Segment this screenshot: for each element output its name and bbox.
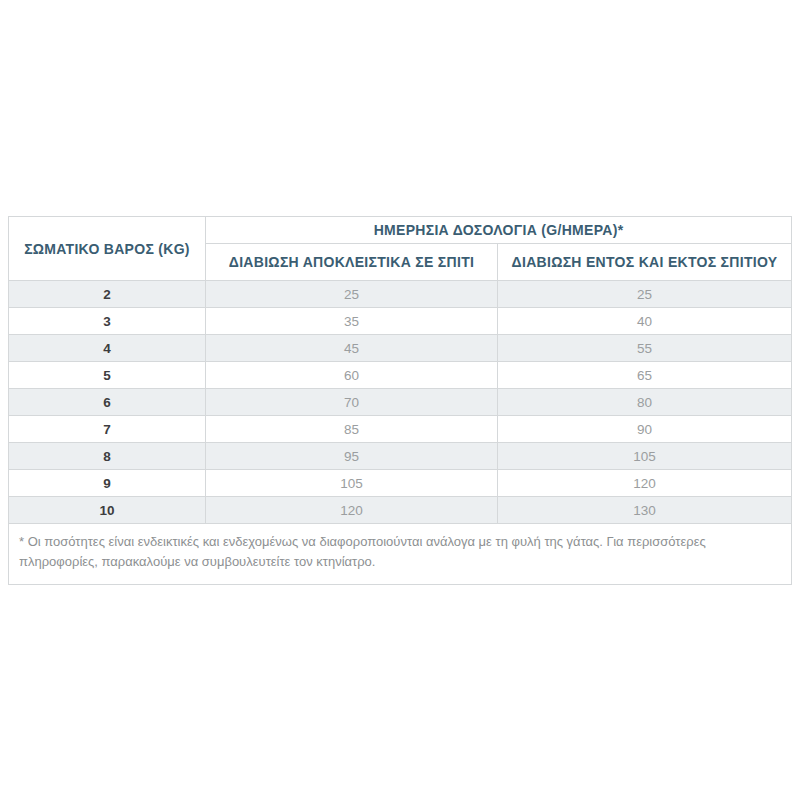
weight-cell: 4 (9, 335, 206, 362)
table-footer: * Οι ποσότητες είναι ενδεικτικές και ενδ… (9, 524, 792, 585)
outdoor-dosage-cell: 90 (498, 416, 792, 443)
outdoor-dosage-cell: 130 (498, 497, 792, 524)
weight-cell: 5 (9, 362, 206, 389)
outdoor-dosage-cell: 120 (498, 470, 792, 497)
column-header-daily-dosage: ΗΜΕΡΗΣΙΑ ΔΟΣΟΛΟΓΙΑ (G/ΗΜΕΡΑ)* (206, 217, 792, 244)
table-body: 2252533540445555606567080785908951059105… (9, 281, 792, 524)
outdoor-dosage-cell: 105 (498, 443, 792, 470)
outdoor-dosage-cell: 40 (498, 308, 792, 335)
indoor-dosage-cell: 60 (206, 362, 498, 389)
indoor-dosage-cell: 45 (206, 335, 498, 362)
header-row-top: ΣΩΜΑΤΙΚΟ ΒΑΡΟΣ (KG) ΗΜΕΡΗΣΙΑ ΔΟΣΟΛΟΓΙΑ (… (9, 217, 792, 244)
table-row: 33540 (9, 308, 792, 335)
outdoor-dosage-cell: 65 (498, 362, 792, 389)
footnote-text: * Οι ποσότητες είναι ενδεικτικές και ενδ… (9, 524, 792, 585)
weight-cell: 3 (9, 308, 206, 335)
weight-cell: 2 (9, 281, 206, 308)
indoor-dosage-cell: 70 (206, 389, 498, 416)
table-row: 56065 (9, 362, 792, 389)
page: ΣΩΜΑΤΙΚΟ ΒΑΡΟΣ (KG) ΗΜΕΡΗΣΙΑ ΔΟΣΟΛΟΓΙΑ (… (0, 0, 800, 800)
table-header: ΣΩΜΑΤΙΚΟ ΒΑΡΟΣ (KG) ΗΜΕΡΗΣΙΑ ΔΟΣΟΛΟΓΙΑ (… (9, 217, 792, 281)
table-row: 10120130 (9, 497, 792, 524)
table-row: 895105 (9, 443, 792, 470)
table-row: 9105120 (9, 470, 792, 497)
column-header-indoor-outdoor: ΔΙΑΒΙΩΣΗ ΕΝΤΟΣ ΚΑΙ ΕΚΤΟΣ ΣΠΙΤΙΟΥ (498, 244, 792, 281)
footnote-row: * Οι ποσότητες είναι ενδεικτικές και ενδ… (9, 524, 792, 585)
indoor-dosage-cell: 120 (206, 497, 498, 524)
table-row: 22525 (9, 281, 792, 308)
indoor-dosage-cell: 95 (206, 443, 498, 470)
feeding-dosage-table: ΣΩΜΑΤΙΚΟ ΒΑΡΟΣ (KG) ΗΜΕΡΗΣΙΑ ΔΟΣΟΛΟΓΙΑ (… (8, 216, 792, 585)
table-row: 67080 (9, 389, 792, 416)
indoor-dosage-cell: 85 (206, 416, 498, 443)
weight-cell: 10 (9, 497, 206, 524)
outdoor-dosage-cell: 80 (498, 389, 792, 416)
weight-cell: 7 (9, 416, 206, 443)
table-row: 78590 (9, 416, 792, 443)
column-header-body-weight: ΣΩΜΑΤΙΚΟ ΒΑΡΟΣ (KG) (9, 217, 206, 281)
outdoor-dosage-cell: 55 (498, 335, 792, 362)
indoor-dosage-cell: 35 (206, 308, 498, 335)
outdoor-dosage-cell: 25 (498, 281, 792, 308)
indoor-dosage-cell: 105 (206, 470, 498, 497)
weight-cell: 9 (9, 470, 206, 497)
column-header-indoor-only: ΔΙΑΒΙΩΣΗ ΑΠΟΚΛΕΙΣΤΙΚΑ ΣΕ ΣΠΙΤΙ (206, 244, 498, 281)
indoor-dosage-cell: 25 (206, 281, 498, 308)
weight-cell: 6 (9, 389, 206, 416)
table-row: 44555 (9, 335, 792, 362)
weight-cell: 8 (9, 443, 206, 470)
